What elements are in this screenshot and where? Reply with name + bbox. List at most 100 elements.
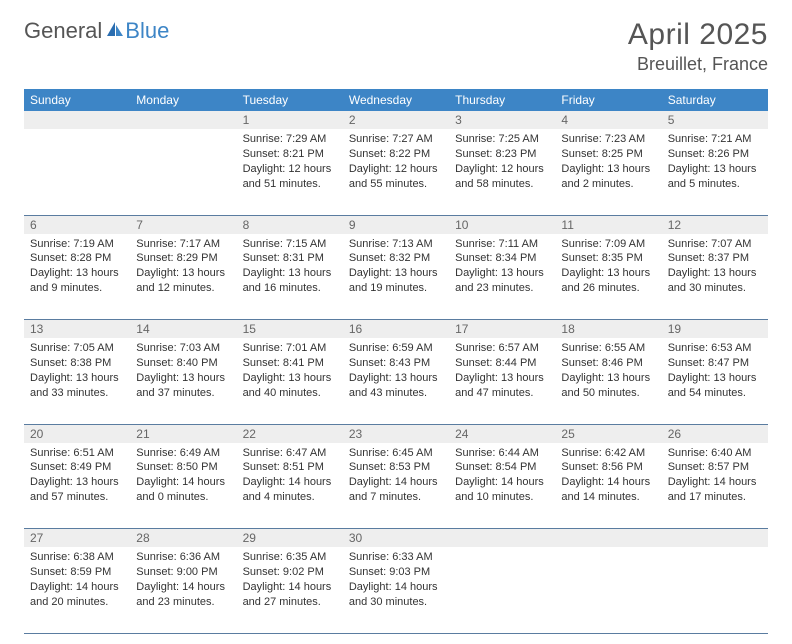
sunrise-text: Sunrise: 6:44 AM bbox=[455, 446, 549, 461]
daylight-text: Daylight: 14 hours and 30 minutes. bbox=[349, 580, 443, 610]
sunrise-text: Sunrise: 6:59 AM bbox=[349, 341, 443, 356]
day-header: Wednesday bbox=[343, 89, 449, 111]
sunset-text: Sunset: 8:44 PM bbox=[455, 356, 549, 371]
daylight-text: Daylight: 14 hours and 17 minutes. bbox=[668, 475, 762, 505]
sunrise-text: Sunrise: 7:23 AM bbox=[561, 132, 655, 147]
day-number: 20 bbox=[24, 425, 130, 443]
day-number: 11 bbox=[555, 216, 661, 234]
daylight-text: Daylight: 12 hours and 55 minutes. bbox=[349, 162, 443, 192]
daylight-text: Daylight: 13 hours and 26 minutes. bbox=[561, 266, 655, 296]
sunrise-text: Sunrise: 7:05 AM bbox=[30, 341, 124, 356]
title-block: April 2025 Breuillet, France bbox=[628, 18, 768, 75]
day-number: 12 bbox=[662, 216, 768, 234]
day-cell bbox=[662, 547, 768, 554]
day-number: 15 bbox=[237, 320, 343, 338]
daylight-text: Daylight: 14 hours and 27 minutes. bbox=[243, 580, 337, 610]
day-cell: Sunrise: 6:33 AMSunset: 9:03 PMDaylight:… bbox=[343, 547, 449, 613]
daylight-text: Daylight: 13 hours and 30 minutes. bbox=[668, 266, 762, 296]
day-header-row: SundayMondayTuesdayWednesdayThursdayFrid… bbox=[24, 89, 768, 111]
day-number: 21 bbox=[130, 425, 236, 443]
day-cell: Sunrise: 6:55 AMSunset: 8:46 PMDaylight:… bbox=[555, 338, 661, 404]
daylight-text: Daylight: 13 hours and 5 minutes. bbox=[668, 162, 762, 192]
day-number: 23 bbox=[343, 425, 449, 443]
day-header: Sunday bbox=[24, 89, 130, 111]
day-number: 4 bbox=[555, 111, 661, 129]
day-cell: Sunrise: 6:51 AMSunset: 8:49 PMDaylight:… bbox=[24, 443, 130, 509]
daylight-text: Daylight: 12 hours and 51 minutes. bbox=[243, 162, 337, 192]
day-cell: Sunrise: 7:19 AMSunset: 8:28 PMDaylight:… bbox=[24, 234, 130, 300]
sunset-text: Sunset: 8:49 PM bbox=[30, 460, 124, 475]
day-number bbox=[449, 529, 555, 533]
sunset-text: Sunset: 8:31 PM bbox=[243, 251, 337, 266]
day-number: 27 bbox=[24, 529, 130, 547]
day-number bbox=[662, 529, 768, 533]
sunset-text: Sunset: 9:03 PM bbox=[349, 565, 443, 580]
day-cell: Sunrise: 7:21 AMSunset: 8:26 PMDaylight:… bbox=[662, 129, 768, 195]
day-cell: Sunrise: 7:03 AMSunset: 8:40 PMDaylight:… bbox=[130, 338, 236, 404]
sunset-text: Sunset: 8:34 PM bbox=[455, 251, 549, 266]
day-number: 16 bbox=[343, 320, 449, 338]
sunset-text: Sunset: 8:22 PM bbox=[349, 147, 443, 162]
day-number: 26 bbox=[662, 425, 768, 443]
day-cell: Sunrise: 6:44 AMSunset: 8:54 PMDaylight:… bbox=[449, 443, 555, 509]
daylight-text: Daylight: 14 hours and 4 minutes. bbox=[243, 475, 337, 505]
day-number bbox=[130, 111, 236, 115]
sunset-text: Sunset: 8:41 PM bbox=[243, 356, 337, 371]
sunrise-text: Sunrise: 6:36 AM bbox=[136, 550, 230, 565]
day-cell bbox=[555, 547, 661, 554]
week-content-row: Sunrise: 7:05 AMSunset: 8:38 PMDaylight:… bbox=[24, 338, 768, 424]
sunset-text: Sunset: 8:51 PM bbox=[243, 460, 337, 475]
sunset-text: Sunset: 8:37 PM bbox=[668, 251, 762, 266]
sunset-text: Sunset: 9:02 PM bbox=[243, 565, 337, 580]
day-number bbox=[24, 111, 130, 115]
daylight-text: Daylight: 13 hours and 54 minutes. bbox=[668, 371, 762, 401]
sunrise-text: Sunrise: 6:33 AM bbox=[349, 550, 443, 565]
week-daynum-row: 6789101112 bbox=[24, 215, 768, 234]
daylight-text: Daylight: 14 hours and 20 minutes. bbox=[30, 580, 124, 610]
day-cell: Sunrise: 6:38 AMSunset: 8:59 PMDaylight:… bbox=[24, 547, 130, 613]
day-cell: Sunrise: 7:17 AMSunset: 8:29 PMDaylight:… bbox=[130, 234, 236, 300]
sunset-text: Sunset: 8:32 PM bbox=[349, 251, 443, 266]
day-header: Saturday bbox=[662, 89, 768, 111]
sunrise-text: Sunrise: 6:45 AM bbox=[349, 446, 443, 461]
day-number: 8 bbox=[237, 216, 343, 234]
sunset-text: Sunset: 8:46 PM bbox=[561, 356, 655, 371]
week-content-row: Sunrise: 7:29 AMSunset: 8:21 PMDaylight:… bbox=[24, 129, 768, 215]
sunrise-text: Sunrise: 6:38 AM bbox=[30, 550, 124, 565]
day-number: 25 bbox=[555, 425, 661, 443]
day-cell: Sunrise: 7:25 AMSunset: 8:23 PMDaylight:… bbox=[449, 129, 555, 195]
sunrise-text: Sunrise: 7:19 AM bbox=[30, 237, 124, 252]
sunrise-text: Sunrise: 7:27 AM bbox=[349, 132, 443, 147]
day-cell: Sunrise: 7:23 AMSunset: 8:25 PMDaylight:… bbox=[555, 129, 661, 195]
sunrise-text: Sunrise: 6:53 AM bbox=[668, 341, 762, 356]
day-number: 24 bbox=[449, 425, 555, 443]
sunrise-text: Sunrise: 7:09 AM bbox=[561, 237, 655, 252]
day-cell: Sunrise: 6:36 AMSunset: 9:00 PMDaylight:… bbox=[130, 547, 236, 613]
daylight-text: Daylight: 13 hours and 12 minutes. bbox=[136, 266, 230, 296]
sunrise-text: Sunrise: 6:51 AM bbox=[30, 446, 124, 461]
sunset-text: Sunset: 8:23 PM bbox=[455, 147, 549, 162]
day-header: Tuesday bbox=[237, 89, 343, 111]
daylight-text: Daylight: 13 hours and 9 minutes. bbox=[30, 266, 124, 296]
sunrise-text: Sunrise: 7:17 AM bbox=[136, 237, 230, 252]
day-cell: Sunrise: 7:09 AMSunset: 8:35 PMDaylight:… bbox=[555, 234, 661, 300]
day-number: 17 bbox=[449, 320, 555, 338]
daylight-text: Daylight: 13 hours and 16 minutes. bbox=[243, 266, 337, 296]
sunset-text: Sunset: 8:50 PM bbox=[136, 460, 230, 475]
daylight-text: Daylight: 13 hours and 50 minutes. bbox=[561, 371, 655, 401]
sunset-text: Sunset: 8:56 PM bbox=[561, 460, 655, 475]
day-cell: Sunrise: 7:29 AMSunset: 8:21 PMDaylight:… bbox=[237, 129, 343, 195]
day-number: 1 bbox=[237, 111, 343, 129]
daylight-text: Daylight: 13 hours and 43 minutes. bbox=[349, 371, 443, 401]
sunset-text: Sunset: 8:21 PM bbox=[243, 147, 337, 162]
week-content-row: Sunrise: 7:19 AMSunset: 8:28 PMDaylight:… bbox=[24, 234, 768, 320]
sunrise-text: Sunrise: 6:55 AM bbox=[561, 341, 655, 356]
sunrise-text: Sunrise: 7:11 AM bbox=[455, 237, 549, 252]
day-cell: Sunrise: 7:05 AMSunset: 8:38 PMDaylight:… bbox=[24, 338, 130, 404]
sunrise-text: Sunrise: 6:49 AM bbox=[136, 446, 230, 461]
sunrise-text: Sunrise: 7:01 AM bbox=[243, 341, 337, 356]
sunset-text: Sunset: 8:53 PM bbox=[349, 460, 443, 475]
day-cell: Sunrise: 7:27 AMSunset: 8:22 PMDaylight:… bbox=[343, 129, 449, 195]
header: General Blue April 2025 Breuillet, Franc… bbox=[24, 18, 768, 75]
calendar-table: SundayMondayTuesdayWednesdayThursdayFrid… bbox=[24, 89, 768, 634]
